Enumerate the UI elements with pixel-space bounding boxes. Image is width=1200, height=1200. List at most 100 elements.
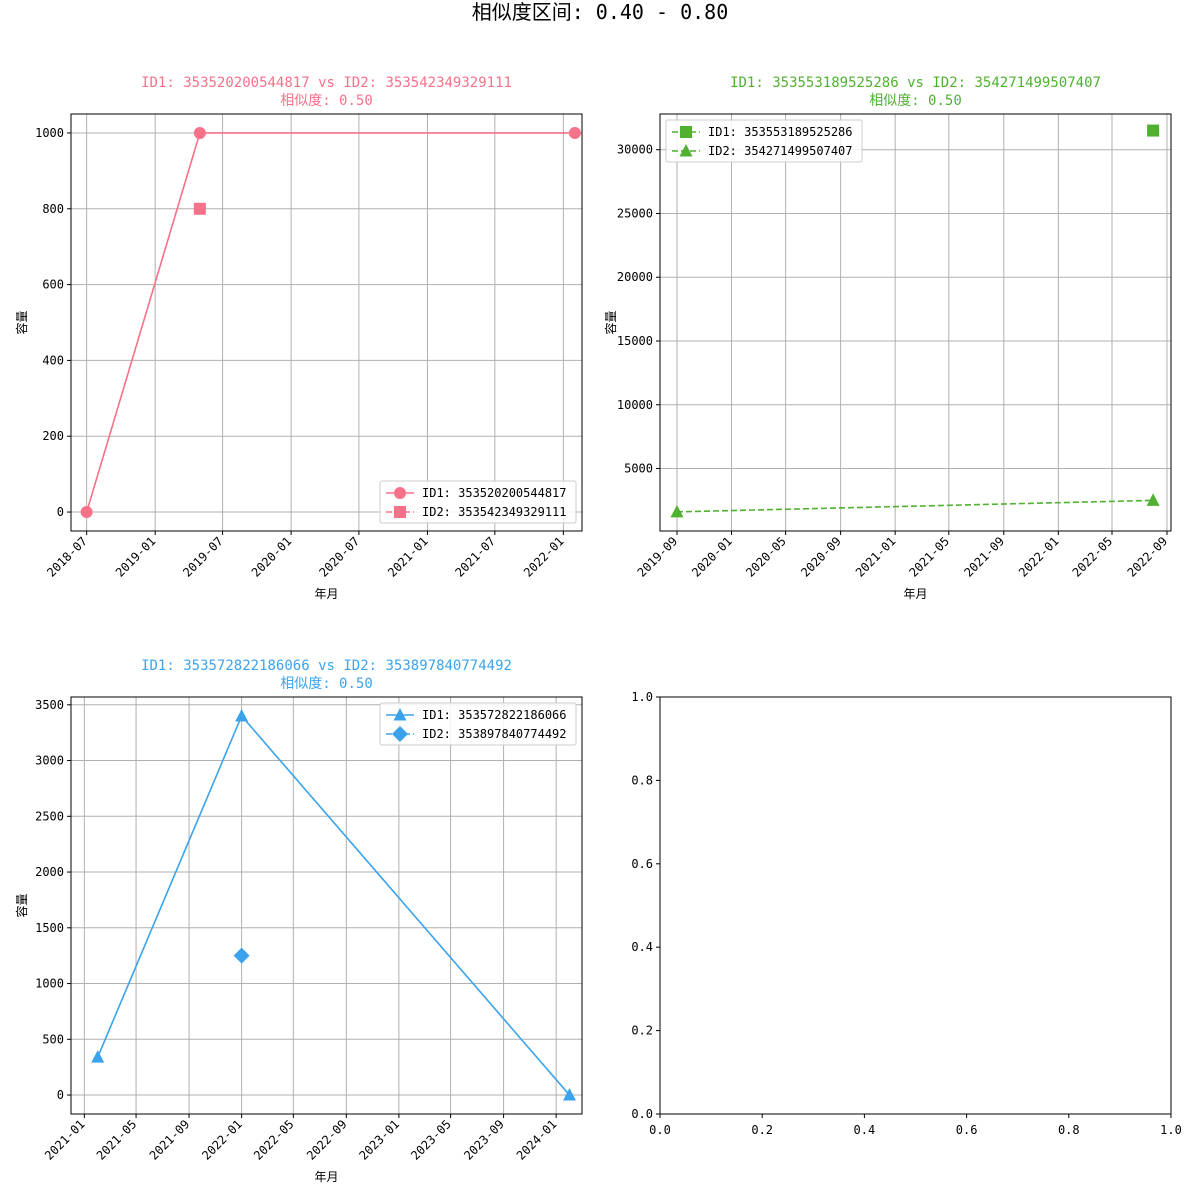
x-tick-label: 2020-09 [798,534,844,580]
y-tick-label: 1500 [35,921,64,935]
x-tick-label: 0.2 [751,1123,773,1137]
x-tick-label: 2021-01 [853,534,899,580]
legend-label: ID2: 353897840774492 [422,727,567,741]
x-tick-label: 2020-01 [689,534,735,580]
x-axis-label: 年月 [903,587,927,601]
x-tick-label: 2022-01 [1016,534,1062,580]
y-tick-label: 25000 [617,206,653,220]
y-tick-label: 0 [57,1088,64,1102]
chart-subtitle: 相似度: 0.50 [280,93,373,109]
x-tick-label: 2024-01 [514,1117,560,1163]
series-line-1 [85,132,575,513]
x-tick-label: 0.0 [649,1123,671,1137]
y-tick-label: 0.8 [631,773,653,787]
legend-marker [679,144,693,157]
axes-frame [659,113,1172,532]
chart-title: ID1: 353520200544817 vs ID2: 35354234932… [141,75,512,91]
chart-panel-2: 2019-09 2020-01 2020-05 2020-09 2021-01 2021-… [603,75,1172,601]
legend-box [665,119,863,163]
chart-subtitle: 相似度: 0.50 [280,676,373,692]
chart-panel-3: 2021-01 2021-05 2021-09 2022-01 2022-05 2022-… [14,658,583,1184]
x-tick-label: 2019-07 [180,534,226,580]
x-tick-label: 2021-05 [94,1117,140,1163]
data-point [1147,124,1160,137]
x-tick-label: 2022-05 [1070,534,1116,580]
y-tick-label: 0.4 [631,940,653,954]
x-axis-label: 年月 [314,587,338,601]
y-tick-label: 1.0 [631,690,653,704]
x-tick-label: 0.8 [1058,1123,1080,1137]
legend: ID1: 353553189525286 ID2: 354271499507407 [665,119,863,163]
y-tick-label: 500 [42,1032,64,1046]
x-tick-label: 2022-09 [1125,534,1171,580]
x-axis-label: 年月 [314,1170,338,1184]
y-tick-label: 400 [42,353,64,367]
y-tick-label: 20000 [617,270,653,284]
x-tick-label: 1.0 [1160,1123,1182,1137]
legend: ID1: 353520200544817 ID2: 353542349329111 [379,480,577,524]
y-tick-label: 3500 [35,698,64,712]
y-tick-label: 0.2 [631,1024,653,1038]
x-tick-label: 2021-09 [147,1117,193,1163]
data-point [233,947,250,964]
y-tick-label: 10000 [617,398,653,412]
legend-marker [394,506,406,518]
x-tick-label: 2022-09 [304,1117,350,1163]
y-axis-label: 容量 [603,310,618,334]
x-tick-label: 2023-01 [357,1117,403,1163]
legend-label: ID2: 354271499507407 [708,144,853,158]
y-tick-label: 5000 [624,462,653,476]
legend: ID1: 353572822186066 ID2: 353897840774492 [379,702,577,746]
x-tick-label: 2019-01 [113,534,159,580]
x-tick-label: 2021-01 [385,534,431,580]
legend-marker [393,708,407,721]
x-tick-label: 2021-01 [42,1117,88,1163]
chart-panel-4: 0.0 0.2 0.4 0.6 0.8 1.0 0.0 0.2 0.4 0.6 0.8 1.0 [631,690,1182,1137]
legend-label: ID1: 353572822186066 [422,708,567,722]
y-tick-label: 1000 [35,126,64,140]
data-point [1146,493,1160,506]
axes-frame [70,696,583,1115]
x-tick-label: 2021-09 [961,534,1007,580]
data-point [80,506,93,519]
legend-marker [680,126,692,138]
y-tick-label: 30000 [617,143,653,157]
figure-suptitle: 相似度区间: 0.40 - 0.80 [471,0,729,24]
data-point [193,126,206,139]
chart-title: ID1: 353553189525286 vs ID2: 35427149950… [730,75,1101,91]
y-tick-label: 800 [42,202,64,216]
legend-box [379,702,577,746]
legend-label: ID1: 353553189525286 [708,125,853,139]
axes-frame [659,696,1172,1115]
y-tick-label: 1000 [35,977,64,991]
x-tick-label: 2022-05 [251,1117,297,1163]
y-tick-label: 0.0 [631,1107,653,1121]
chart-subtitle: 相似度: 0.50 [869,93,962,109]
x-tick-label: 2018-07 [44,534,90,580]
series-line-1 [96,714,571,1096]
x-tick-label: 0.6 [956,1123,978,1137]
y-tick-label: 2000 [35,865,64,879]
data-point [568,126,581,139]
chart-panel-1: 2018-07 2019-01 2019-07 2020-01 2020-07 2021-… [14,75,583,601]
x-tick-label: 2020-01 [249,534,295,580]
x-tick-label: 2023-05 [408,1117,454,1163]
data-point [91,1050,105,1063]
y-tick-label: 15000 [617,334,653,348]
x-tick-label: 2020-07 [317,534,363,580]
x-tick-label: 2022-01 [521,534,567,580]
series-line-2 [676,499,1154,513]
data-point [670,504,684,518]
data-point [193,202,206,215]
y-tick-label: 0 [57,505,64,519]
x-tick-label: 2022-01 [199,1117,245,1163]
y-tick-label: 600 [42,278,64,292]
x-tick-label: 2020-05 [743,534,789,580]
x-tick-label: 2021-07 [452,534,498,580]
legend-label: ID1: 353520200544817 [422,486,567,500]
y-axis-label: 容量 [14,893,29,917]
y-tick-label: 3000 [35,754,64,768]
legend-marker [392,726,408,742]
legend-box [379,480,577,524]
